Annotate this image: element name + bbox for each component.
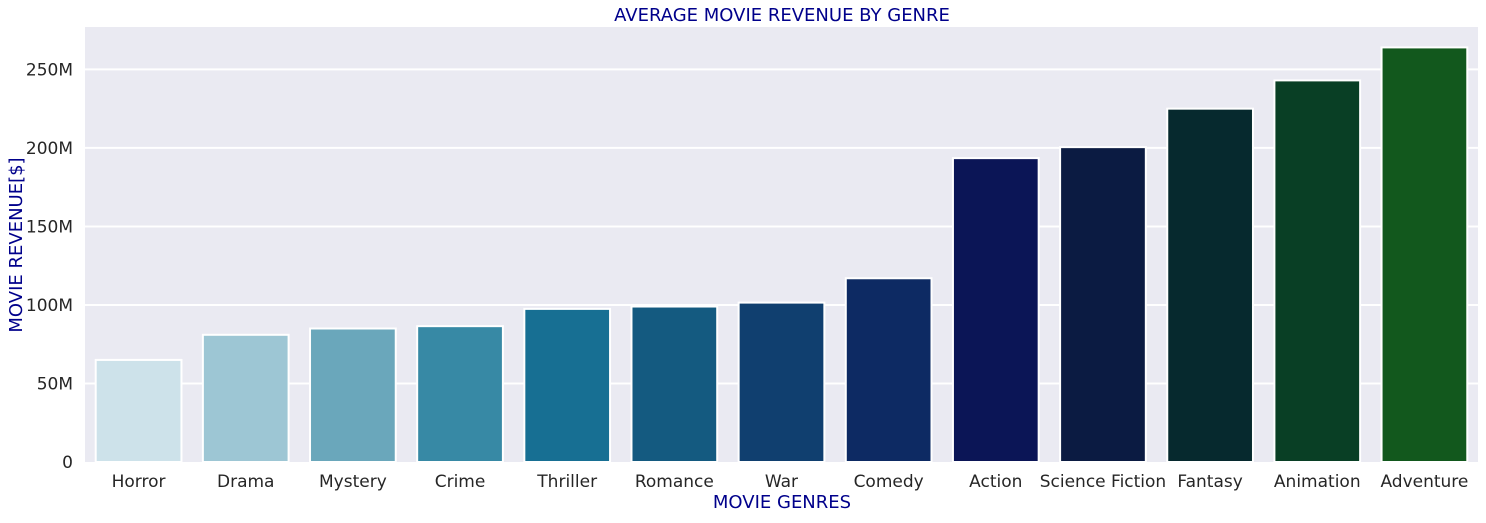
y-tick-label: 0	[62, 453, 73, 473]
x-tick-label: War	[765, 472, 798, 492]
bar-horror	[94, 358, 183, 464]
bar-action	[951, 157, 1040, 463]
x-tick-label: Action	[969, 472, 1022, 492]
x-tick-label: Thriller	[536, 472, 597, 492]
x-tick-label: Comedy	[854, 472, 924, 492]
y-tick-label: 100M	[26, 296, 73, 316]
y-axis-ticks: 0 50M 100M 150M 200M 250M	[26, 60, 73, 473]
chart-title: AVERAGE MOVIE REVENUE BY GENRE	[614, 5, 950, 26]
x-tick-label: Fantasy	[1177, 472, 1242, 492]
bar-romance	[630, 305, 719, 464]
x-tick-label: Romance	[635, 472, 714, 492]
bar-adventure	[1380, 46, 1469, 463]
y-axis-label: MOVIE REVENUE[$]	[6, 157, 27, 332]
x-tick-label: Horror	[112, 472, 166, 492]
x-tick-label: Mystery	[319, 472, 387, 492]
bar-animation	[1273, 79, 1362, 464]
x-axis-ticks: Horror Drama Mystery Crime Thriller Romance Wa…	[112, 472, 1469, 492]
bars	[94, 46, 1469, 464]
x-tick-label: Crime	[435, 472, 486, 492]
y-tick-label: 50M	[37, 374, 73, 394]
bar-comedy	[844, 277, 933, 464]
bar-fantasy	[1166, 107, 1254, 464]
x-tick-label: Animation	[1274, 472, 1361, 492]
y-tick-label: 200M	[26, 139, 73, 159]
bar-war	[737, 301, 826, 464]
x-tick-label: Adventure	[1380, 472, 1468, 492]
bar-science-fiction	[1059, 146, 1147, 463]
y-tick-label: 250M	[26, 60, 73, 80]
bar-mystery	[309, 327, 397, 463]
bar-thriller	[523, 307, 612, 464]
bar-crime	[416, 325, 504, 463]
bar-drama	[201, 333, 290, 463]
x-axis-label: MOVIE GENRES	[713, 492, 851, 513]
x-tick-label: Science Fiction	[1040, 472, 1166, 492]
y-tick-label: 150M	[26, 217, 73, 237]
x-tick-label: Drama	[217, 472, 274, 492]
